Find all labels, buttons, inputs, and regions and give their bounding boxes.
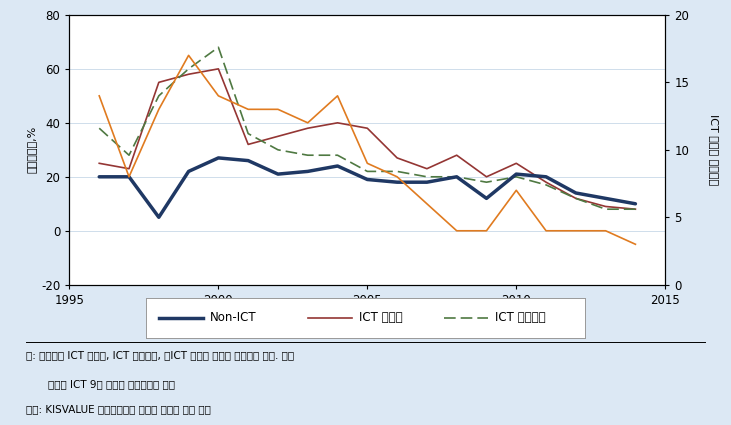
Text: ICT 서비스업: ICT 서비스업 bbox=[495, 311, 545, 324]
Text: 주: 증가율은 ICT 제조업, ICT 서비스업, 비ICT 산업의 증가율 평균으로 계산. 표준: 주: 증가율은 ICT 제조업, ICT 서비스업, 비ICT 산업의 증가율 … bbox=[26, 351, 294, 361]
Text: 자료: KISVALUE 재무데이터를 이용해 저자가 직접 계산: 자료: KISVALUE 재무데이터를 이용해 저자가 직접 계산 bbox=[26, 405, 211, 415]
Text: 편차는 ICT 9개 업종의 표준편차로 계산: 편차는 ICT 9개 업종의 표준편차로 계산 bbox=[48, 380, 175, 390]
Y-axis label: ICT 업종간 표준편차: ICT 업종간 표준편차 bbox=[708, 114, 719, 185]
Y-axis label: 매입증가율,%: 매입증가율,% bbox=[27, 126, 37, 173]
Text: Non-ICT: Non-ICT bbox=[210, 311, 257, 324]
Text: ICT 제조업: ICT 제조업 bbox=[359, 311, 403, 324]
